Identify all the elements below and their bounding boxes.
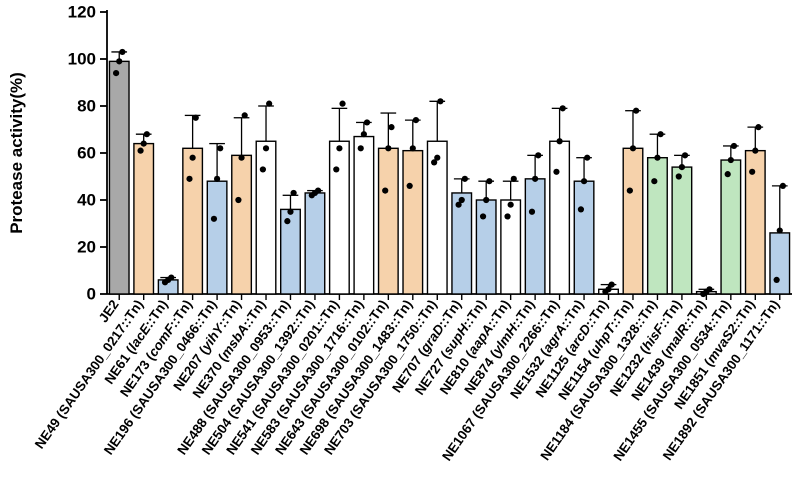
- svg-text:60: 60: [77, 144, 96, 163]
- svg-text:40: 40: [77, 191, 96, 210]
- svg-text:0: 0: [87, 285, 96, 304]
- svg-text:100: 100: [68, 50, 96, 69]
- svg-text:120: 120: [68, 3, 96, 22]
- svg-text:Protease activity(%): Protease activity(%): [7, 72, 26, 234]
- svg-text:20: 20: [77, 238, 96, 257]
- svg-text:80: 80: [77, 97, 96, 116]
